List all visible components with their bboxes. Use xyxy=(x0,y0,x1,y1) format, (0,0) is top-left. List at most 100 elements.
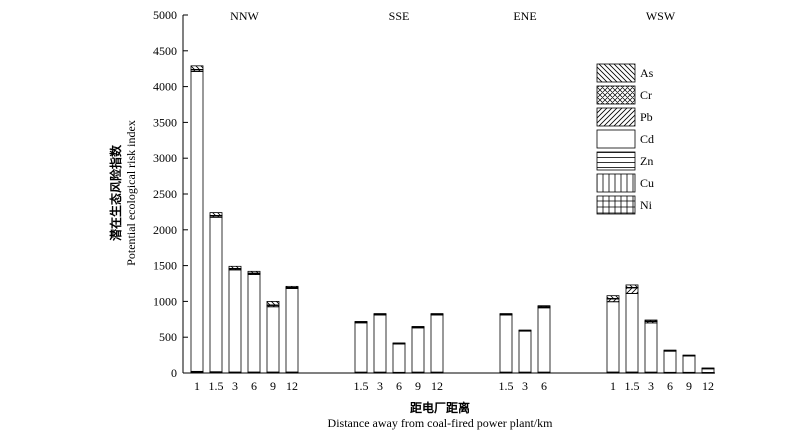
legend-label-ni: Ni xyxy=(640,198,653,212)
bar-segment-as xyxy=(682,354,696,357)
x-axis-label-en: Distance away from coal-fired power plan… xyxy=(328,416,554,430)
stacked-bar xyxy=(373,313,387,374)
legend: As Cr Pb Cd Zn Cu Ni xyxy=(596,63,654,215)
legend-label-cr: Cr xyxy=(640,88,652,102)
x-tick-label: 3 xyxy=(648,379,654,393)
bars xyxy=(190,65,715,374)
x-tick-label: 12 xyxy=(702,379,714,393)
stacked-bar xyxy=(266,300,280,374)
bar-segment-as xyxy=(266,300,280,306)
stacked-bar xyxy=(190,65,204,374)
group-label: ENE xyxy=(513,9,536,23)
stacked-bar xyxy=(537,305,551,374)
bar-segment-as xyxy=(373,313,387,315)
x-tick-label: 6 xyxy=(251,379,257,393)
x-tick-label: 9 xyxy=(686,379,692,393)
y-tick-label: 3000 xyxy=(153,151,177,165)
y-tick-label: 1000 xyxy=(153,294,177,308)
bar-segment-pb xyxy=(625,287,639,294)
x-tick-label: 1.5 xyxy=(625,379,640,393)
legend-label-pb: Pb xyxy=(640,110,653,124)
x-tick-label: 6 xyxy=(541,379,547,393)
stacked-bar xyxy=(354,321,368,374)
bar-segment-cd xyxy=(247,274,261,373)
x-tick-label: 1.5 xyxy=(209,379,224,393)
y-tick-label: 4500 xyxy=(153,44,177,58)
stacked-bar xyxy=(682,354,696,374)
stacked-bar xyxy=(701,367,715,374)
bar-segment-cd xyxy=(373,314,387,373)
x-tick-label: 3 xyxy=(377,379,383,393)
y-tick-label: 0 xyxy=(171,366,177,380)
x-tick-label: 3 xyxy=(232,379,238,393)
bar-segment-cd xyxy=(190,71,204,372)
x-tick-label: 1.5 xyxy=(499,379,514,393)
bar-segment-as xyxy=(228,265,242,269)
bar-segment-cd xyxy=(392,343,406,373)
legend-label-cu: Cu xyxy=(640,176,654,190)
stacked-bar xyxy=(247,270,261,374)
x-tick-label: 12 xyxy=(286,379,298,393)
bar-segment-cd xyxy=(518,330,532,373)
bar-segment-as xyxy=(430,313,444,315)
y-ticks: 0 500 1000 1500 2000 2500 3000 3500 4000 4500 5000 xyxy=(153,8,188,380)
legend-swatch-as xyxy=(596,63,636,83)
stacked-bar xyxy=(663,349,677,374)
bar-segment-cd xyxy=(228,269,242,373)
bar-segment-as xyxy=(518,329,532,331)
bar-segment-as xyxy=(701,367,715,369)
x-tick-label: 12 xyxy=(431,379,443,393)
legend-swatch-cd xyxy=(596,129,636,149)
x-tick-label: 9 xyxy=(415,379,421,393)
bar-segment-as xyxy=(411,326,425,328)
y-tick-label: 3500 xyxy=(153,115,177,129)
y-axis-label-zh: 潜在生态风险指数 xyxy=(108,144,123,241)
bar-segment-as xyxy=(499,313,513,315)
stacked-bar xyxy=(518,329,532,374)
bar-segment-as xyxy=(190,65,204,70)
bar-segment-cd xyxy=(663,350,677,373)
bar-segment-cd xyxy=(411,327,425,373)
bar-segment-as xyxy=(354,321,368,323)
y-axis-label-en: Potential ecological risk index xyxy=(124,120,138,266)
x-tick-label: 6 xyxy=(667,379,673,393)
x-tick-label: 9 xyxy=(270,379,276,393)
x-tick-label: 1 xyxy=(610,379,616,393)
group-labels: NNW SSE ENE WSW xyxy=(230,9,676,23)
bar-segment-as xyxy=(644,319,658,322)
bar-segment-as xyxy=(247,270,261,274)
group-label: SSE xyxy=(389,9,410,23)
bar-segment-as xyxy=(625,284,639,288)
stacked-bar xyxy=(499,313,513,374)
bar-segment-cd xyxy=(606,301,620,373)
bar-segment-cd xyxy=(537,307,551,373)
bar-segment-as xyxy=(392,342,406,344)
x-tick-label: 1 xyxy=(194,379,200,393)
legend-swatch-cu xyxy=(596,173,636,193)
stacked-bar xyxy=(411,326,425,374)
bar-segment-cd xyxy=(266,306,280,373)
bar-segment-cd xyxy=(354,322,368,373)
group-label: NNW xyxy=(230,9,259,23)
group-label: WSW xyxy=(646,9,676,23)
stacked-bar xyxy=(430,313,444,374)
y-tick-label: 2000 xyxy=(153,223,177,237)
x-tick-label: 6 xyxy=(396,379,402,393)
bar-segment-cd xyxy=(682,355,696,373)
legend-swatch-ni xyxy=(596,195,636,215)
y-tick-label: 2500 xyxy=(153,187,177,201)
x-tick-label: 1.5 xyxy=(354,379,369,393)
bar-segment-cd xyxy=(625,293,639,373)
legend-label-cd: Cd xyxy=(640,132,654,146)
legend-label-as: As xyxy=(640,66,654,80)
stacked-bar xyxy=(285,285,299,374)
y-tick-label: 500 xyxy=(159,330,177,344)
x-tick-label: 3 xyxy=(522,379,528,393)
x-ticks: 1 1.5 3 6 9 12 1.5 3 6 9 12 1.5 3 6 1 1.5 3 6 9 12 xyxy=(194,379,714,393)
legend-swatch-pb xyxy=(596,107,636,127)
stacked-bar xyxy=(209,212,223,374)
stacked-bar xyxy=(392,342,406,374)
stacked-bar xyxy=(625,284,639,374)
stacked-bar xyxy=(228,265,242,374)
y-tick-label: 4000 xyxy=(153,80,177,94)
